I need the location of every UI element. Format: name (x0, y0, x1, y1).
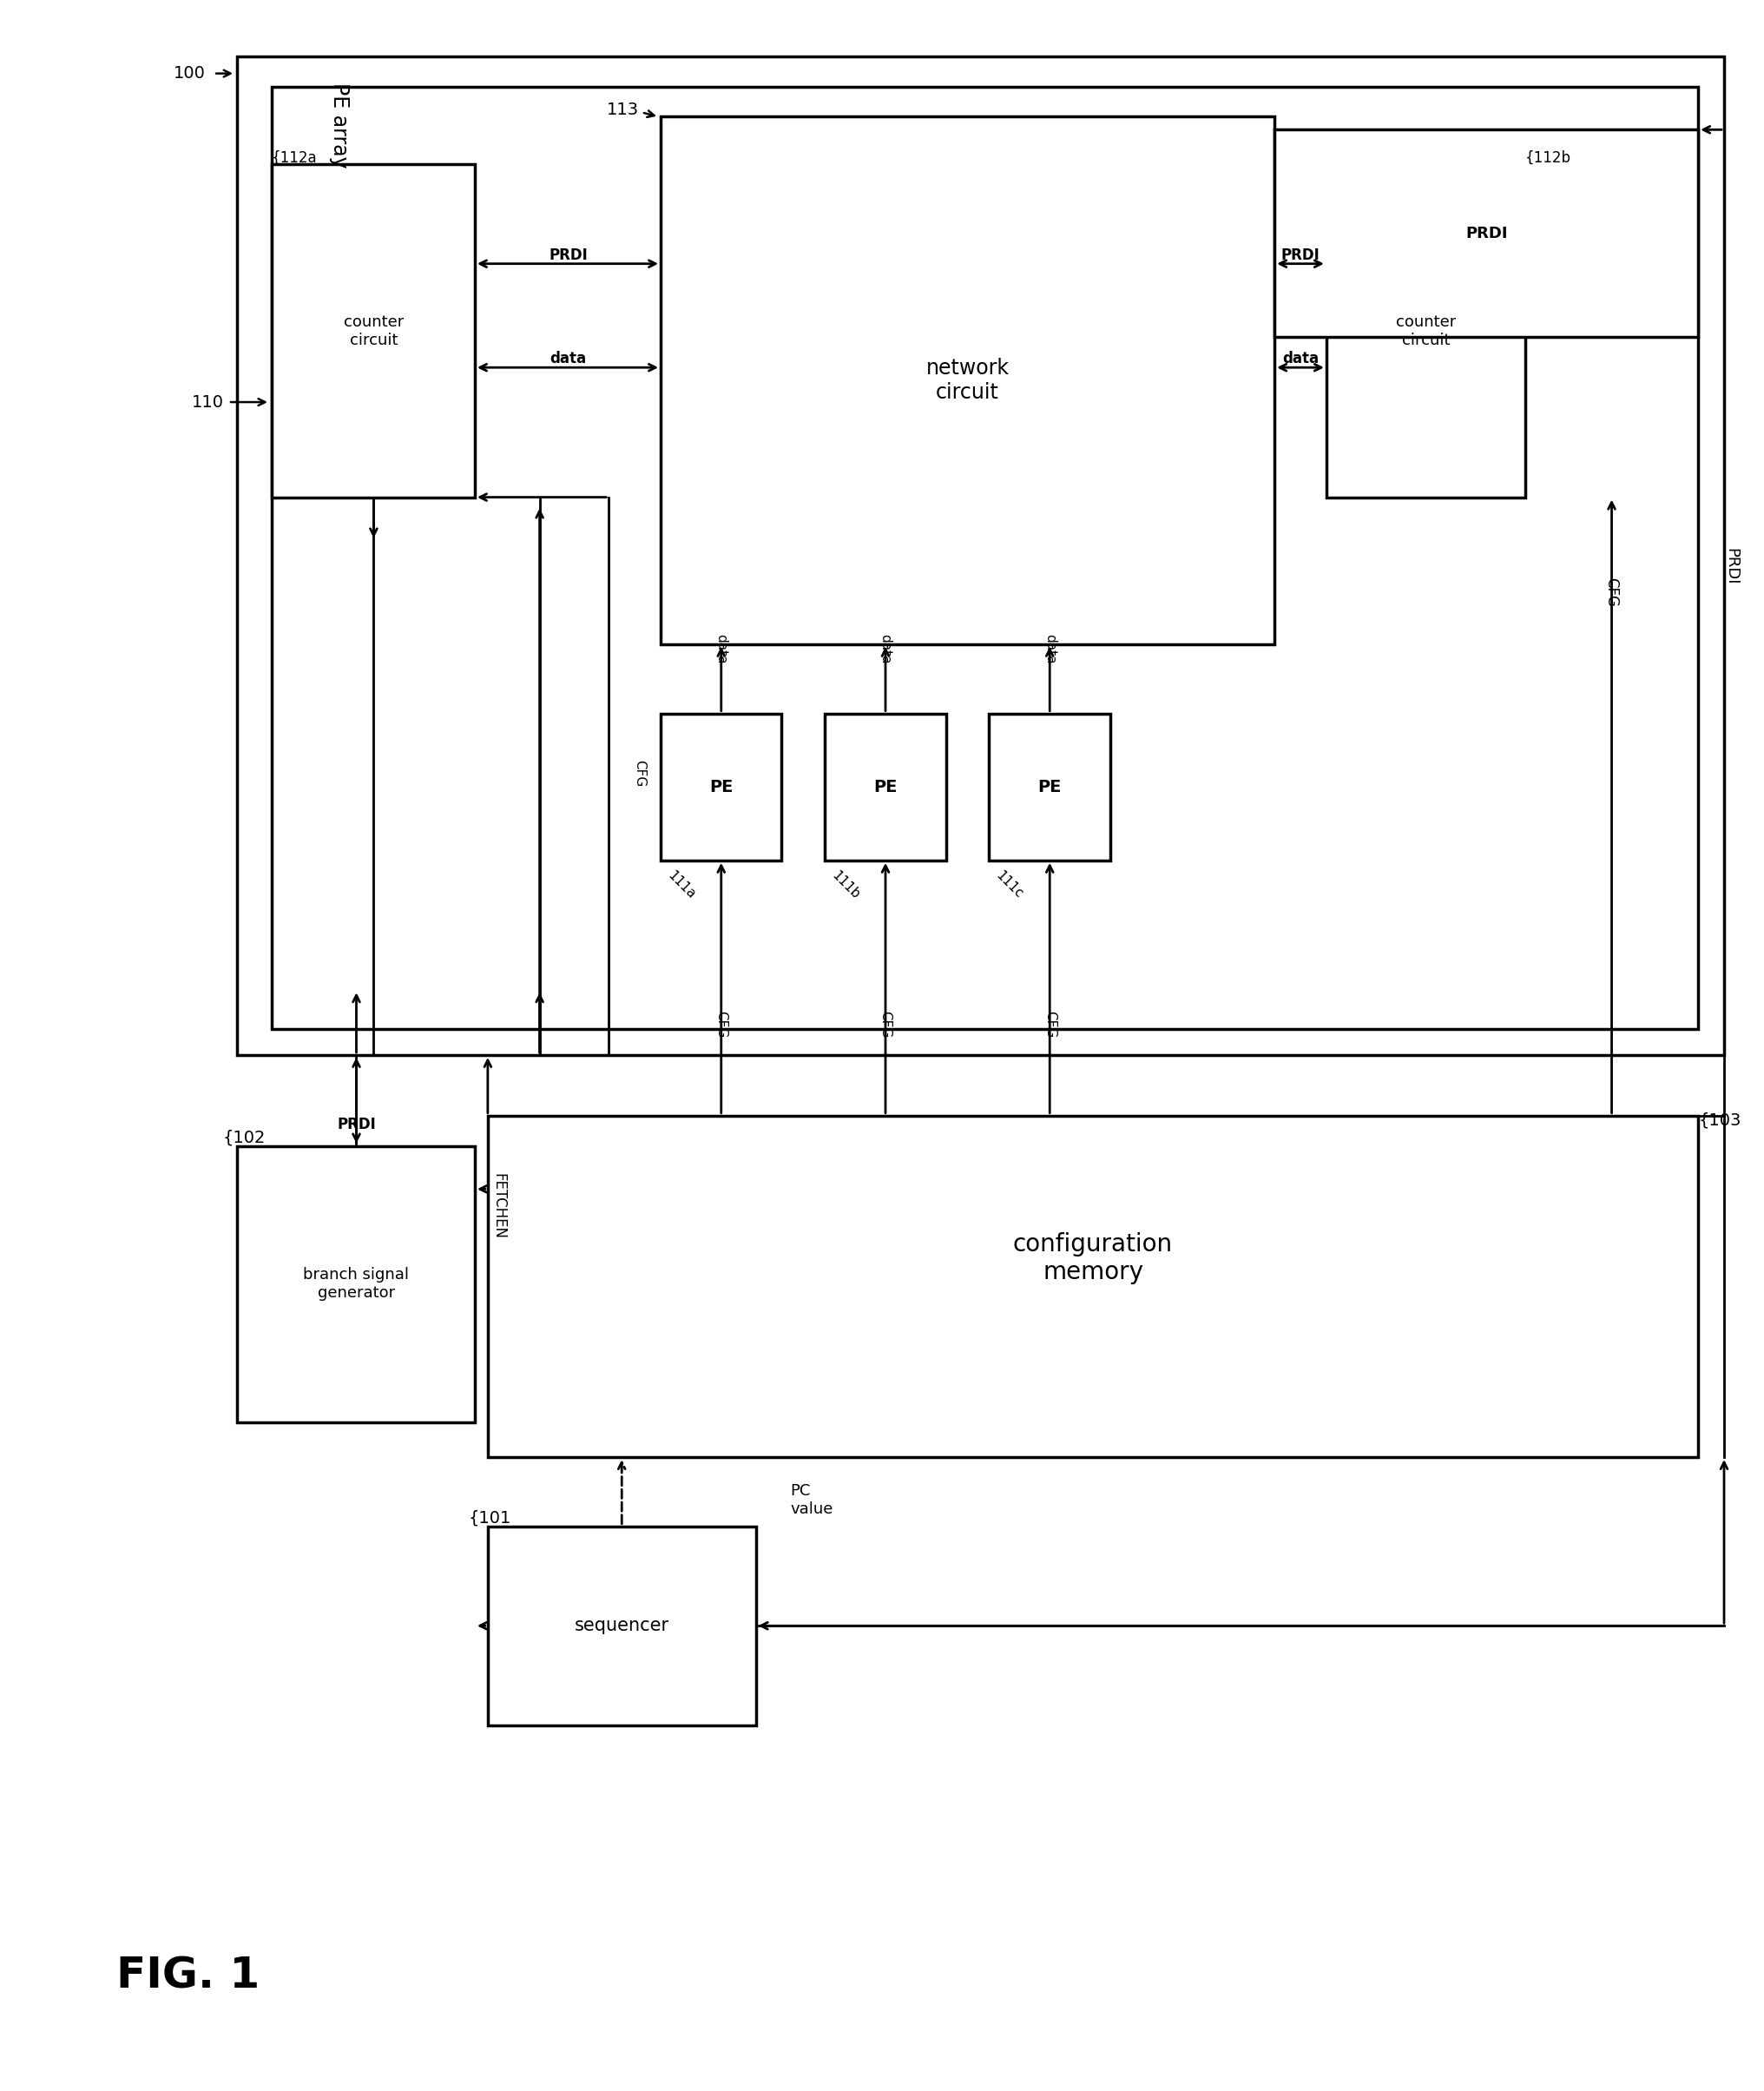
Text: {103: {103 (1697, 1112, 1739, 1129)
Bar (272, 86, 1697, 1029)
Text: PRDI: PRDI (1464, 226, 1506, 240)
Text: 100: 100 (173, 65, 205, 82)
Text: 113: 113 (607, 102, 639, 117)
Text: data: data (714, 634, 727, 663)
Text: data: data (1043, 634, 1055, 663)
Text: PE array: PE array (328, 82, 349, 167)
Text: {101: {101 (469, 1510, 512, 1526)
Text: {112a: {112a (272, 151, 318, 165)
Text: PE: PE (873, 778, 896, 795)
Bar (236, 1146, 475, 1422)
Bar (1327, 165, 1524, 498)
Text: 111b: 111b (829, 868, 861, 901)
Bar (487, 1526, 755, 1725)
Bar (1274, 130, 1697, 337)
Text: CFG: CFG (714, 1012, 727, 1039)
Text: sequencer: sequencer (573, 1616, 669, 1635)
Text: 110: 110 (192, 393, 224, 410)
Text: configuration
memory: configuration memory (1013, 1232, 1173, 1284)
Text: FIG. 1: FIG. 1 (116, 1955, 259, 1997)
Text: {102: {102 (222, 1129, 265, 1146)
Text: PC
value: PC value (790, 1483, 833, 1518)
Text: PRDI: PRDI (1281, 247, 1319, 263)
Text: CFG: CFG (632, 759, 646, 786)
Text: 111a: 111a (665, 868, 697, 901)
Bar (236, 56, 1723, 1056)
Bar (988, 713, 1110, 859)
Text: data: data (1281, 351, 1318, 366)
Text: CFG: CFG (878, 1012, 891, 1039)
Text: PE: PE (1037, 778, 1062, 795)
Text: PRDI: PRDI (1722, 548, 1738, 585)
Bar (487, 1115, 1697, 1457)
Text: branch signal
generator: branch signal generator (303, 1267, 409, 1301)
Text: counter
circuit: counter circuit (344, 314, 404, 347)
Bar (660, 713, 781, 859)
Bar (824, 713, 946, 859)
Text: data: data (878, 634, 891, 663)
Text: 111c: 111c (993, 868, 1025, 901)
Text: PE: PE (709, 778, 732, 795)
Text: data: data (550, 351, 586, 366)
Text: PRDI: PRDI (337, 1117, 376, 1131)
Bar (660, 117, 1274, 644)
Text: FETCHEN: FETCHEN (490, 1173, 506, 1240)
Text: network
circuit: network circuit (926, 358, 1009, 404)
Text: counter
circuit: counter circuit (1395, 314, 1455, 347)
Text: PRDI: PRDI (549, 247, 587, 263)
Text: CFG: CFG (1043, 1012, 1055, 1039)
Text: CFG: CFG (1603, 577, 1619, 606)
Text: {112b: {112b (1524, 151, 1570, 165)
Bar (272, 165, 475, 498)
